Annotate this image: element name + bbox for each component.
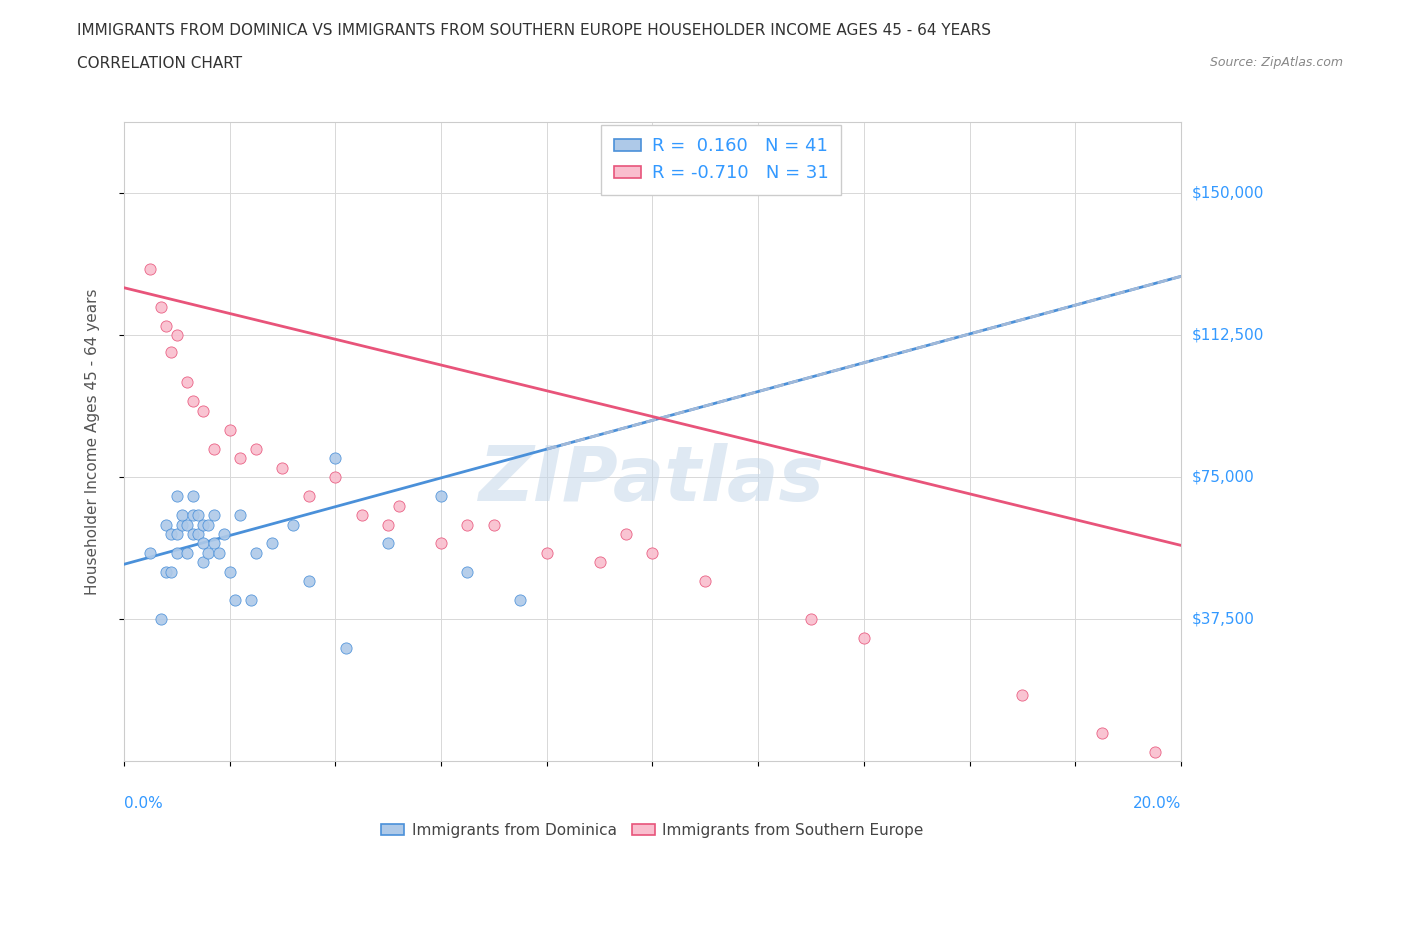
Text: $112,500: $112,500 — [1192, 327, 1264, 342]
Point — [641, 546, 664, 561]
Point — [377, 517, 399, 532]
Point — [202, 508, 225, 523]
Point — [218, 565, 240, 579]
Point — [166, 488, 188, 503]
Point — [166, 327, 188, 342]
Point — [202, 536, 225, 551]
Point — [197, 517, 219, 532]
Point — [181, 526, 204, 541]
Point — [298, 488, 321, 503]
Point — [482, 517, 505, 532]
Point — [155, 318, 177, 333]
Point — [218, 422, 240, 437]
Point — [149, 299, 172, 314]
Point — [176, 517, 198, 532]
Point — [509, 592, 531, 607]
Point — [181, 488, 204, 503]
Point — [695, 574, 717, 589]
Point — [323, 470, 346, 485]
Point — [456, 565, 478, 579]
Point — [298, 574, 321, 589]
Point — [1091, 725, 1114, 740]
Point — [281, 517, 304, 532]
Point — [160, 526, 183, 541]
Point — [350, 508, 373, 523]
Point — [155, 565, 177, 579]
Point — [588, 555, 610, 570]
Text: Source: ZipAtlas.com: Source: ZipAtlas.com — [1209, 56, 1343, 69]
Point — [160, 565, 183, 579]
Point — [160, 345, 183, 360]
Point — [388, 498, 411, 513]
Point — [170, 517, 193, 532]
Point — [614, 526, 637, 541]
Point — [229, 451, 252, 466]
Point — [193, 404, 215, 418]
Point — [187, 526, 209, 541]
Point — [202, 442, 225, 457]
Point — [335, 640, 357, 655]
Point — [323, 451, 346, 466]
Legend: Immigrants from Dominica, Immigrants from Southern Europe: Immigrants from Dominica, Immigrants fro… — [375, 817, 929, 844]
Y-axis label: Householder Income Ages 45 - 64 years: Householder Income Ages 45 - 64 years — [86, 288, 100, 595]
Point — [800, 612, 823, 627]
Point — [430, 488, 453, 503]
Point — [245, 442, 267, 457]
Point — [155, 517, 177, 532]
Point — [193, 536, 215, 551]
Text: 20.0%: 20.0% — [1133, 796, 1181, 812]
Text: $150,000: $150,000 — [1192, 185, 1264, 201]
Text: IMMIGRANTS FROM DOMINICA VS IMMIGRANTS FROM SOUTHERN EUROPE HOUSEHOLDER INCOME A: IMMIGRANTS FROM DOMINICA VS IMMIGRANTS F… — [77, 23, 991, 38]
Point — [176, 375, 198, 390]
Point — [271, 460, 294, 475]
Point — [193, 555, 215, 570]
Point — [139, 546, 162, 561]
Point — [170, 508, 193, 523]
Point — [193, 517, 215, 532]
Point — [149, 612, 172, 627]
Point — [176, 546, 198, 561]
Point — [245, 546, 267, 561]
Point — [1011, 687, 1033, 702]
Text: $75,000: $75,000 — [1192, 470, 1254, 485]
Point — [852, 631, 875, 645]
Point — [166, 546, 188, 561]
Point — [197, 546, 219, 561]
Point — [214, 526, 236, 541]
Point — [377, 536, 399, 551]
Point — [1143, 744, 1166, 759]
Point — [260, 536, 283, 551]
Point — [239, 592, 262, 607]
Point — [181, 394, 204, 409]
Point — [139, 261, 162, 276]
Point — [187, 508, 209, 523]
Text: ZIPatlas: ZIPatlas — [479, 443, 825, 517]
Text: CORRELATION CHART: CORRELATION CHART — [77, 56, 242, 71]
Text: $37,500: $37,500 — [1192, 612, 1256, 627]
Text: 0.0%: 0.0% — [124, 796, 163, 812]
Point — [166, 526, 188, 541]
Point — [181, 508, 204, 523]
Point — [229, 508, 252, 523]
Point — [430, 536, 453, 551]
Point — [208, 546, 231, 561]
Point — [456, 517, 478, 532]
Point — [224, 592, 246, 607]
Point — [536, 546, 558, 561]
